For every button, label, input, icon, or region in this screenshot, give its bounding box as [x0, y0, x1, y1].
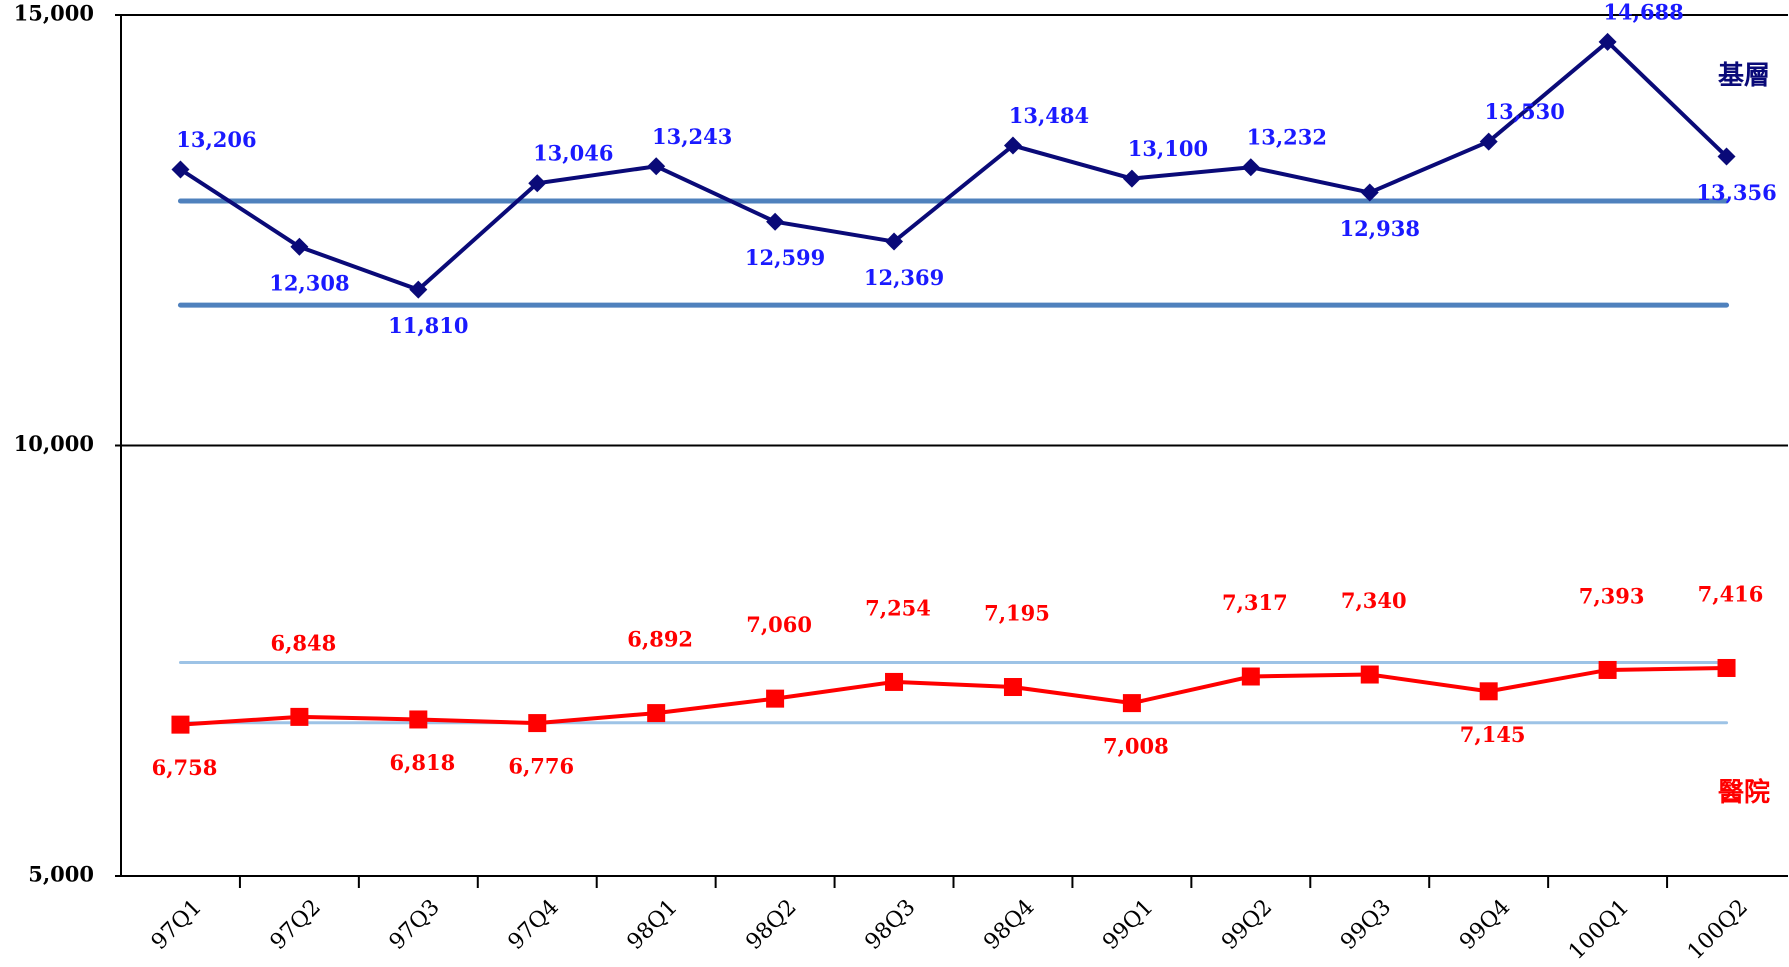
marker	[1003, 678, 1022, 697]
marker	[1717, 147, 1736, 166]
data-label: 7,416	[1698, 581, 1764, 606]
data-label: 6,892	[627, 627, 693, 652]
series-name: 基層	[1718, 61, 1770, 91]
data-label: 13,206	[176, 127, 256, 152]
marker	[647, 157, 666, 176]
data-label: 7,008	[1103, 734, 1169, 759]
marker	[1122, 169, 1141, 188]
data-label: 12,938	[1340, 216, 1420, 241]
x-tick-label: 100Q2	[1683, 895, 1753, 965]
data-label: 14,688	[1603, 0, 1683, 24]
series-line	[180, 665, 1727, 727]
marker	[647, 704, 666, 723]
x-tick-label: 100Q1	[1564, 895, 1634, 965]
data-label: 6,776	[508, 754, 574, 779]
x-tick-label: 97Q1	[147, 895, 207, 955]
data-label: 12,369	[864, 265, 944, 290]
marker	[1241, 158, 1260, 177]
data-label: 13,243	[652, 124, 732, 149]
marker	[1360, 665, 1379, 684]
x-tick-label: 98Q4	[979, 895, 1039, 955]
x-tick-label: 98Q3	[860, 895, 920, 955]
x-tick-label: 99Q2	[1217, 895, 1277, 955]
marker	[1598, 32, 1617, 51]
marker	[1717, 658, 1736, 677]
x-tick-label: 99Q4	[1455, 895, 1515, 955]
marker	[1122, 694, 1141, 713]
series-name: 醫院	[1718, 777, 1770, 808]
marker	[409, 280, 428, 299]
data-label: 7,317	[1222, 590, 1288, 615]
marker	[1479, 132, 1498, 151]
data-label: 12,308	[269, 270, 349, 295]
x-tick-label: 98Q1	[623, 895, 683, 955]
marker	[171, 160, 190, 179]
marker	[766, 212, 785, 231]
data-label: 12,599	[745, 245, 825, 270]
data-label: 7,393	[1579, 583, 1645, 608]
marker	[1241, 667, 1260, 686]
data-label: 6,758	[152, 755, 218, 780]
marker	[1003, 136, 1022, 155]
marker	[885, 232, 904, 251]
data-label: 7,145	[1460, 722, 1526, 747]
data-label: 13,232	[1247, 125, 1327, 150]
data-label: 7,195	[984, 601, 1050, 626]
marker	[528, 174, 547, 193]
marker	[1360, 183, 1379, 202]
marker	[171, 715, 190, 734]
x-tick-label: 97Q3	[385, 895, 445, 955]
marker	[528, 714, 547, 733]
data-label: 11,810	[388, 313, 468, 338]
series-line	[179, 39, 1728, 292]
data-label: 7,254	[865, 595, 931, 620]
data-label: 13,100	[1128, 136, 1208, 161]
x-tick-label: 99Q3	[1336, 895, 1396, 955]
x-tick-label: 99Q1	[1098, 895, 1158, 955]
marker	[290, 237, 309, 256]
data-label: 6,848	[271, 630, 337, 655]
marker	[1598, 660, 1617, 679]
y-tick-label: 5,000	[28, 862, 94, 887]
data-label: 13,356	[1696, 180, 1776, 205]
marker	[1479, 682, 1498, 701]
x-tick-label: 98Q2	[741, 895, 801, 955]
marker	[766, 689, 785, 708]
data-label: 13,484	[1009, 103, 1089, 128]
marker	[290, 707, 309, 726]
y-tick-label: 10,000	[14, 431, 94, 456]
x-tick-label: 97Q2	[266, 895, 326, 955]
data-label: 13,046	[533, 141, 613, 166]
data-label: 7,340	[1341, 588, 1407, 613]
x-tick-label: 97Q4	[504, 895, 564, 955]
y-tick-label: 15,000	[14, 1, 94, 26]
data-label: 7,060	[746, 612, 812, 637]
marker	[409, 710, 428, 729]
data-label: 13,530	[1484, 99, 1564, 124]
data-label: 6,818	[389, 750, 455, 775]
marker	[885, 672, 904, 691]
